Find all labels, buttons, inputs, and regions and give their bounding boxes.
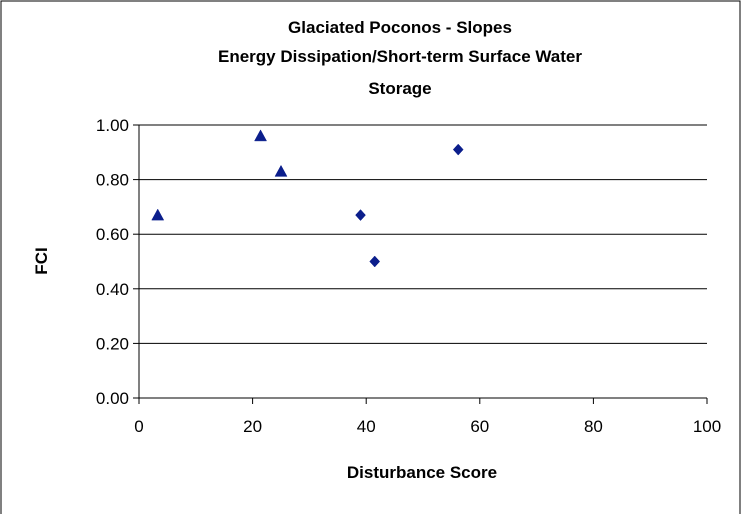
title-line-1: Glaciated Poconos - Slopes <box>288 18 512 37</box>
x-tick-label-5: 100 <box>693 417 721 436</box>
triangle-point-0-2 <box>274 164 288 177</box>
x-tick-label-0: 0 <box>134 417 143 436</box>
title-line-3: Storage <box>368 79 431 98</box>
data-points <box>151 129 464 268</box>
axes <box>133 124 708 404</box>
x-tick-label-1: 20 <box>243 417 262 436</box>
x-axis-title: Disturbance Score <box>347 463 497 482</box>
y-tick-label-5: 1.00 <box>96 116 129 135</box>
x-tick-label-4: 80 <box>584 417 603 436</box>
y-tick-label-4: 0.80 <box>96 171 129 190</box>
y-tick-labels: 0.00 0.20 0.40 0.60 0.80 1.00 <box>96 116 129 408</box>
y-tick-label-2: 0.40 <box>96 280 129 299</box>
chart-title: Glaciated Poconos - Slopes Energy Dissip… <box>218 18 582 98</box>
x-tick-labels: 0 20 40 60 80 100 <box>134 417 721 436</box>
diamond-point-1-1 <box>369 255 381 268</box>
gridlines <box>139 124 707 344</box>
triangle-point-0-1 <box>254 129 267 142</box>
triangle-point-0-0 <box>151 208 165 221</box>
x-tick-label-2: 40 <box>357 417 376 436</box>
diamond-point-1-2 <box>452 143 464 156</box>
y-tick-label-0: 0.00 <box>96 389 129 408</box>
y-tick-label-3: 0.60 <box>96 225 129 244</box>
y-tick-label-1: 0.20 <box>96 334 129 353</box>
title-line-2: Energy Dissipation/Short-term Surface Wa… <box>218 47 582 66</box>
y-axis-title: FCI <box>32 247 51 274</box>
x-tick-label-3: 60 <box>470 417 489 436</box>
diamond-point-1-0 <box>355 209 366 221</box>
